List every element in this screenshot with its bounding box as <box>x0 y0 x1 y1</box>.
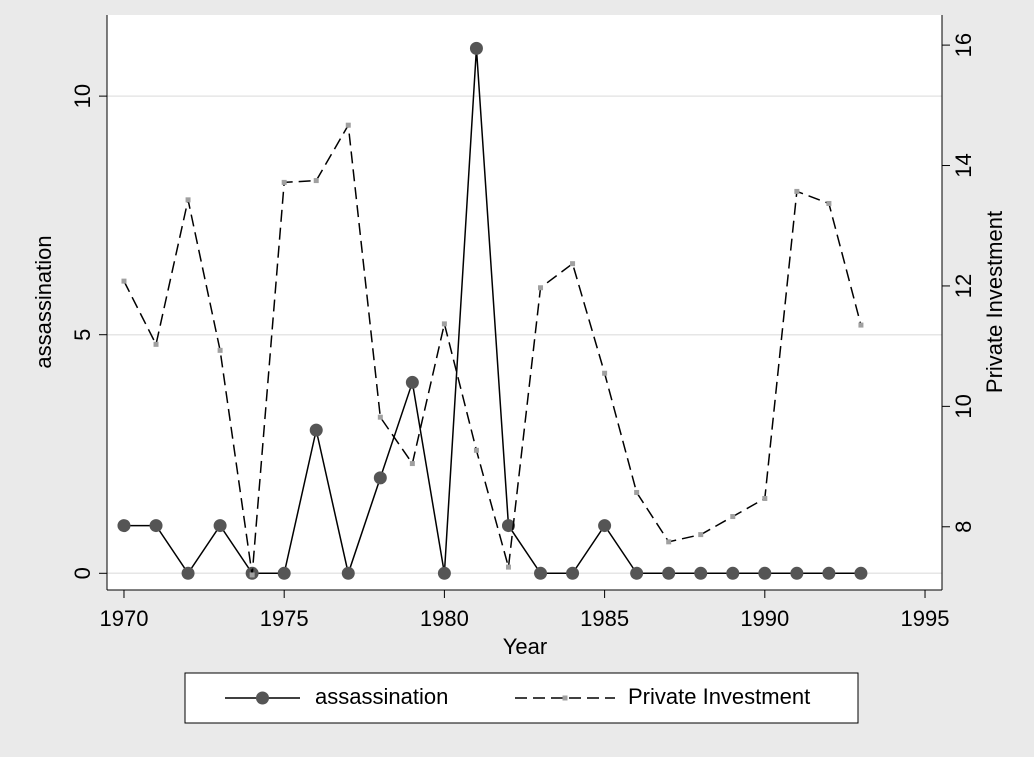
data-point <box>822 566 836 580</box>
data-point <box>570 261 576 267</box>
data-point <box>121 278 127 284</box>
data-point <box>730 514 736 520</box>
data-point <box>698 532 704 538</box>
data-point <box>409 461 415 467</box>
data-point <box>634 489 640 495</box>
plot-area <box>107 15 942 590</box>
data-point <box>345 122 351 128</box>
data-point <box>662 566 676 580</box>
data-point <box>405 375 419 389</box>
data-point <box>794 188 800 194</box>
data-point <box>598 519 612 533</box>
data-point <box>117 519 131 533</box>
data-point <box>762 495 768 501</box>
data-point <box>858 322 864 328</box>
y2-tick-label: 8 <box>951 521 976 533</box>
data-point <box>602 370 608 376</box>
data-point <box>341 566 355 580</box>
legend-label: assassination <box>315 684 448 709</box>
x-axis-title: Year <box>503 634 547 659</box>
data-point <box>213 519 227 533</box>
data-point <box>153 341 159 347</box>
data-point <box>149 519 163 533</box>
x-tick-label: 1985 <box>580 606 629 631</box>
data-point <box>469 41 483 55</box>
data-point <box>377 414 383 420</box>
legend-marker <box>256 691 269 705</box>
data-point <box>249 572 255 578</box>
y-tick-label: 10 <box>70 84 95 108</box>
x-tick-label: 1995 <box>901 606 950 631</box>
data-point <box>630 566 644 580</box>
data-point <box>501 519 515 533</box>
data-point <box>854 566 868 580</box>
data-point <box>373 471 387 485</box>
data-point <box>666 539 672 545</box>
data-point <box>505 564 511 570</box>
data-point <box>566 566 580 580</box>
data-point <box>441 321 447 327</box>
data-point <box>217 347 223 353</box>
data-point <box>277 566 291 580</box>
y-tick-label: 5 <box>70 329 95 341</box>
data-point <box>281 179 287 185</box>
x-tick-label: 1980 <box>420 606 469 631</box>
legend-marker <box>562 695 568 701</box>
y2-tick-label: 10 <box>951 394 976 418</box>
legend-label: Private Investment <box>628 684 810 709</box>
data-point <box>790 566 804 580</box>
data-point <box>758 566 772 580</box>
data-point <box>473 447 479 453</box>
y-axis-title: assassination <box>31 235 56 368</box>
y-tick-label: 0 <box>70 567 95 579</box>
x-tick-label: 1970 <box>100 606 149 631</box>
y2-tick-label: 14 <box>951 153 976 177</box>
y2-tick-label: 12 <box>951 274 976 298</box>
data-point <box>826 200 832 206</box>
series-line <box>123 122 862 576</box>
data-point <box>538 285 544 291</box>
x-tick-label: 1990 <box>740 606 789 631</box>
y2-tick-label: 16 <box>951 33 976 57</box>
data-point <box>726 566 740 580</box>
data-point <box>313 178 319 184</box>
x-tick-label: 1975 <box>260 606 309 631</box>
y2-axis-title: Private Investment <box>982 211 1007 393</box>
data-point <box>437 566 451 580</box>
data-point <box>185 197 191 203</box>
data-point <box>181 566 195 580</box>
data-point <box>309 423 323 437</box>
data-point <box>534 566 548 580</box>
data-point <box>694 566 708 580</box>
